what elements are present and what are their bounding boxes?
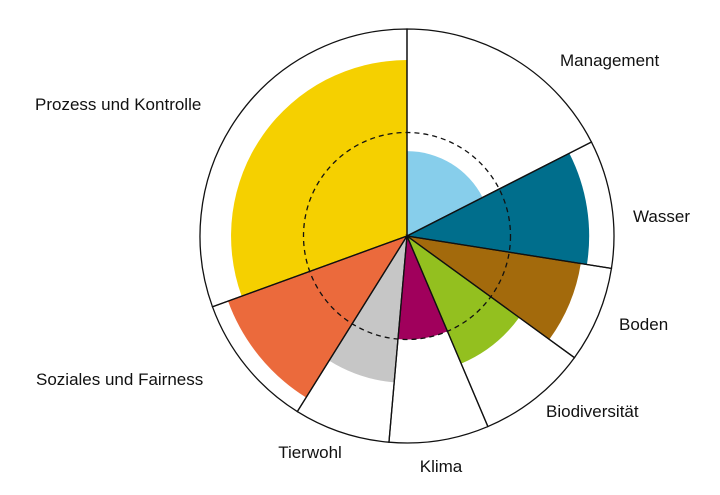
- label-wasser: Wasser: [633, 207, 690, 226]
- sector-prozess-und-kontrolle: [231, 60, 407, 297]
- sector-tierwohl: [329, 236, 407, 383]
- label-prozess-und-kontrolle: Prozess und Kontrolle: [35, 95, 201, 114]
- label-management: Management: [560, 51, 660, 70]
- reference-ring: [302, 131, 512, 341]
- sector-outline-klima: [388, 235, 489, 444]
- ring-layer: [199, 28, 615, 444]
- sector-outline-prozess-und-kontrolle: [199, 28, 408, 308]
- sector-wasser: [407, 153, 590, 265]
- label-biodiversitaet: Biodiversität: [546, 402, 639, 421]
- sector-outline-boden: [406, 235, 613, 359]
- sector-outline-soziales-und-fairness: [211, 234, 409, 413]
- sector-management: [407, 151, 483, 236]
- sector-outline-management: [406, 28, 593, 238]
- label-tierwohl: Tierwohl: [278, 443, 342, 462]
- sector-layer: [228, 60, 590, 398]
- sector-boden: [407, 236, 581, 340]
- sector-biodiversitaet: [407, 236, 520, 364]
- sector-klima: [397, 236, 448, 340]
- label-soziales-und-fairness: Soziales und Fairness: [36, 370, 203, 389]
- sector-soziales-und-fairness: [228, 236, 407, 398]
- label-layer: Management Wasser Boden Biodiversität Klima T…: [35, 51, 690, 476]
- label-klima: Klima: [420, 457, 463, 476]
- label-boden: Boden: [619, 315, 668, 334]
- sector-outline-biodiversitaet: [405, 234, 576, 428]
- sector-outline-tierwohl: [296, 235, 408, 443]
- sector-outline-wasser: [404, 141, 615, 270]
